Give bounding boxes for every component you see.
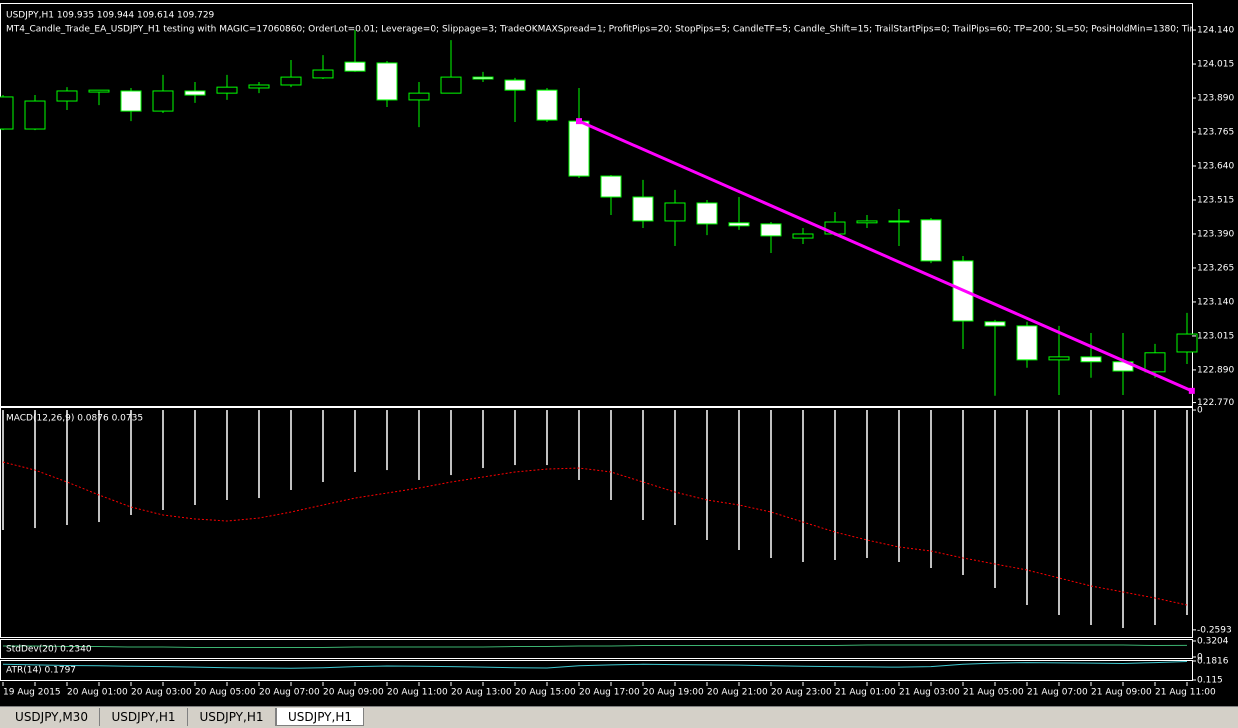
x-tick-label: 20 Aug 23:00 (771, 688, 832, 698)
y-tick-label: 123.890 (1197, 94, 1234, 104)
y-tick-label: 123.015 (1197, 331, 1234, 341)
y-tick-label: 122.890 (1197, 365, 1234, 375)
x-tick-label: 21 Aug 11:00 (1155, 688, 1216, 698)
candle-body (152, 90, 174, 112)
indicator-line (3, 644, 1188, 649)
candle-body (536, 89, 558, 121)
candle-body (408, 92, 430, 101)
x-tick-label: 20 Aug 05:00 (195, 688, 256, 698)
macd-panel-border (0, 407, 1193, 638)
chart-tab[interactable]: USDJPY,H1 (276, 708, 364, 726)
candle-body (856, 220, 878, 224)
chart-subtitle: MT4_Candle_Trade_EA_USDJPY_H1 testing wi… (6, 25, 1238, 35)
candle-body (664, 202, 686, 222)
y-tick-label: 0.3204 (1197, 637, 1229, 647)
stddev-title: StdDev(20) 0.2340 (6, 645, 92, 655)
y-tick-label: 0 (1197, 406, 1203, 416)
chart-tab[interactable]: USDJPY,M30 (4, 708, 100, 726)
candle-body (88, 89, 110, 93)
plot-layer (0, 30, 1198, 669)
chart-title: USDJPY,H1 109.935 109.944 109.614 109.72… (6, 11, 215, 21)
y-tick-label: 123.265 (1197, 263, 1234, 273)
candle-body (760, 223, 782, 237)
trendline-handle (576, 118, 582, 125)
tab-bar: USDJPY,M30 USDJPY,H1 USDJPY,H1 USDJPY,H1 (0, 706, 1238, 728)
y-tick-label: 123.140 (1197, 297, 1234, 307)
x-tick-label: 20 Aug 11:00 (387, 688, 448, 698)
x-tick-label: 21 Aug 05:00 (963, 688, 1024, 698)
candle-body (568, 120, 590, 177)
candle-body (56, 90, 78, 102)
candle-body (1048, 356, 1070, 361)
candle-body (1080, 356, 1102, 363)
candle-body (1016, 325, 1038, 361)
x-tick-label: 20 Aug 01:00 (67, 688, 128, 698)
price-panel-border (0, 3, 1193, 407)
candle-body (920, 219, 942, 262)
candle-body (440, 76, 462, 94)
candle-body (888, 220, 910, 223)
x-tick-label: 19 Aug 2015 (3, 688, 61, 698)
signal-line (2, 461, 1188, 606)
candle-body (632, 196, 654, 222)
chart-tab[interactable]: USDJPY,H1 (188, 708, 276, 726)
x-tick-label: 20 Aug 13:00 (451, 688, 512, 698)
candle-body (472, 76, 494, 80)
x-tick-label: 21 Aug 03:00 (899, 688, 960, 698)
x-tick-label: 21 Aug 07:00 (1027, 688, 1088, 698)
candle-body (376, 62, 398, 101)
x-tick-label: 20 Aug 07:00 (259, 688, 320, 698)
x-tick-label: 20 Aug 21:00 (707, 688, 768, 698)
x-tick-label: 20 Aug 03:00 (131, 688, 192, 698)
candle-body (1144, 352, 1166, 373)
candle-body (600, 175, 622, 198)
x-tick-label: 20 Aug 19:00 (643, 688, 704, 698)
y-tick-label: 0.1816 (1197, 657, 1229, 667)
y-tick-label: 123.515 (1197, 195, 1234, 205)
y-tick-label: -0.2593 (1197, 625, 1232, 635)
candle-body (344, 61, 366, 72)
x-tick-label: 20 Aug 17:00 (579, 688, 640, 698)
candle-body (1176, 333, 1198, 353)
candle-body (184, 90, 206, 96)
stddev-panel-border (0, 639, 1193, 659)
trendline (578, 119, 1193, 393)
candle-body (312, 69, 334, 79)
candle-body (728, 222, 750, 227)
x-tick-label: 21 Aug 01:00 (835, 688, 896, 698)
y-tick-label: 124.140 (1197, 26, 1234, 36)
candle-body (504, 79, 526, 91)
y-tick-label: 0.115 (1197, 676, 1223, 686)
candle-body (120, 90, 142, 112)
background (0, 0, 1238, 706)
atr-title: ATR(14) 0.1797 (6, 666, 76, 676)
candle-body (248, 84, 270, 89)
candle-body (216, 86, 238, 94)
macd-title: MACD(12,26,9) 0.0876 0.0735 (6, 414, 143, 424)
candle-body (280, 76, 302, 86)
indicator-line (2, 661, 1188, 669)
y-tick-label: 0 (1197, 653, 1203, 663)
trendline-handle (1188, 387, 1195, 394)
y-tick-label: 122.770 (1197, 398, 1234, 408)
x-tick-label: 20 Aug 15:00 (515, 688, 576, 698)
y-tick-label: 123.765 (1197, 128, 1234, 138)
candle-body (696, 202, 718, 225)
candle-body (984, 321, 1006, 327)
atr-panel-border (0, 660, 1193, 681)
candle-body (792, 233, 814, 239)
x-tick-label: 21 Aug 09:00 (1091, 688, 1152, 698)
header: USDJPY,H1 109.935 109.944 109.614 109.72… (6, 11, 1238, 35)
y-tick-label: 123.640 (1197, 162, 1234, 172)
y-tick-label: 124.015 (1197, 60, 1234, 70)
chart-tab[interactable]: USDJPY,H1 (100, 708, 188, 726)
candle-body (24, 100, 46, 130)
x-tick-label: 20 Aug 09:00 (323, 688, 384, 698)
chart-window: USDJPY,H1 109.935 109.944 109.614 109.72… (0, 0, 1238, 706)
candle-body (0, 96, 14, 130)
y-tick-label: 123.390 (1197, 229, 1234, 239)
